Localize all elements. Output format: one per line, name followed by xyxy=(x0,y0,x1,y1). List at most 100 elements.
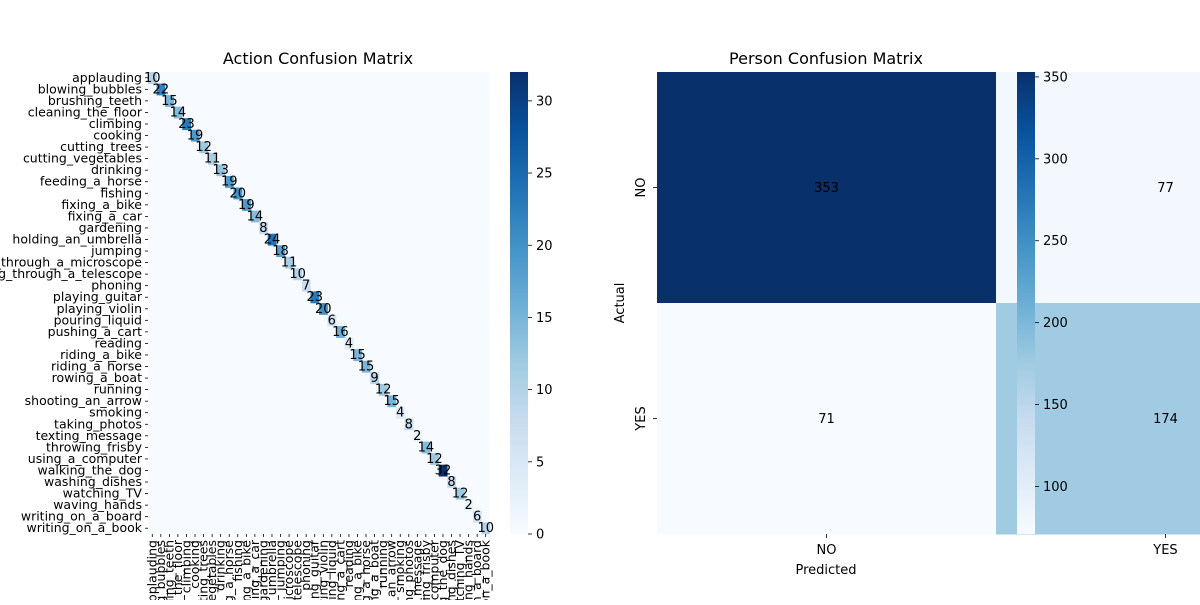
person-colorbar xyxy=(1017,72,1035,534)
action-diagonal-cell xyxy=(370,372,380,385)
action-diagonal-value: 15 xyxy=(358,360,375,375)
action-row-label: rowing_a_boat xyxy=(52,370,142,385)
action-diagonal-value: 15 xyxy=(161,94,178,109)
action-diagonal-value: 10 xyxy=(289,267,306,282)
action-diagonal-cell xyxy=(387,395,397,408)
action-row-label: shooting_an_arrow xyxy=(25,393,142,408)
action-row-label: running xyxy=(94,382,142,397)
action-diagonal-value: 13 xyxy=(212,163,229,178)
action-row-label: throwing_frisby xyxy=(46,439,143,454)
action-row-label: feeding_a_horse xyxy=(40,174,142,189)
person-x-tick-label: NO xyxy=(817,543,837,558)
action-col-label: applauding xyxy=(144,540,159,600)
action-col-label: gardening xyxy=(255,540,270,600)
action-diagonal-cell xyxy=(276,245,286,258)
action-diagonal-cell xyxy=(464,499,474,512)
action-diagonal-cell xyxy=(361,360,371,373)
action-col-label: playing_guitar xyxy=(307,539,322,600)
action-diagonal-value: 15 xyxy=(383,394,400,409)
action-diagonal-cell xyxy=(233,187,243,200)
action-diagonal-value: 18 xyxy=(272,244,289,259)
action-col-label: looking_through_a_telescope xyxy=(290,540,305,600)
action-col-label: smoking xyxy=(392,540,407,593)
action-col-label: texting_message xyxy=(409,540,424,600)
action-col-label: holding_an_umbrella xyxy=(264,540,279,600)
action-matrix-row-labels: applaudingblowing_bubblesbrushing_teethc… xyxy=(0,70,148,535)
action-row-label: using_a_computer xyxy=(28,451,143,466)
action-col-label: feeding_a_horse xyxy=(221,540,236,600)
action-diagonal-value: 12 xyxy=(452,487,469,502)
action-diagonal-cell xyxy=(224,175,234,188)
action-row-label: looking_through_a_microscope xyxy=(0,255,142,270)
action-col-label: blowing_bubbles xyxy=(153,540,168,600)
action-row-label: washing_dishes xyxy=(44,474,142,489)
action-diagonal-cell xyxy=(378,383,388,396)
action-diagonal-value: 2 xyxy=(464,498,472,513)
person-y-tick-label: NO xyxy=(634,178,649,198)
action-diagonal-cell xyxy=(207,152,217,165)
action-col-label: fixing_a_bike xyxy=(238,540,253,600)
action-diagonal-value: 23 xyxy=(306,290,323,305)
action-diagonal-cell xyxy=(455,487,465,500)
action-colorbar-ticks: 0 5 10 15 20 25 30 xyxy=(528,94,553,543)
action-diagonal-value: 14 xyxy=(247,209,264,224)
action-col-label: riding_a_bike xyxy=(349,540,364,600)
action-diagonal-cell xyxy=(242,199,251,211)
action-diagonal-value: 4 xyxy=(345,336,353,351)
action-row-label: taking_photos xyxy=(54,416,142,431)
action-diagonal-cell xyxy=(344,337,354,350)
action-diagonal-value: 32 xyxy=(435,463,452,478)
action-diagonal-cell xyxy=(447,476,457,489)
action-diagonal-cell xyxy=(216,164,226,177)
action-col-label: fishing xyxy=(230,540,245,582)
action-row-label: blowing_bubbles xyxy=(38,81,142,96)
action-diagonal-value: 10 xyxy=(477,521,494,536)
action-col-label: fixing_a_car xyxy=(247,539,262,600)
action-diagonal-value: 19 xyxy=(238,198,255,213)
action-col-label: climbing xyxy=(178,540,193,593)
action-diagonal-value: 12 xyxy=(375,383,392,398)
action-diagonal-value: 9 xyxy=(370,371,378,386)
action-col-label: watching_TV xyxy=(452,540,467,600)
person-y-tick-label: YES xyxy=(634,406,649,431)
action-diagonal-cell xyxy=(481,522,491,535)
action-row-label: fixing_a_car xyxy=(68,208,143,223)
action-diagonal-cell xyxy=(438,464,448,477)
action-diagonal-cell xyxy=(284,256,294,269)
person-colorbar-tick-label: 300 xyxy=(1043,152,1068,167)
person-colorbar-tick-label: 200 xyxy=(1043,316,1068,331)
action-row-label: pushing_a_cart xyxy=(48,324,142,339)
action-diagonal-value: 15 xyxy=(349,348,366,363)
action-diagonal-value: 19 xyxy=(221,175,238,190)
action-row-label: fishing xyxy=(100,185,142,200)
action-matrix-title: Action Confusion Matrix xyxy=(223,49,413,68)
action-col-label: throwing_frisby xyxy=(418,539,433,600)
action-row-label: writing_on_a_book xyxy=(26,520,142,535)
action-colorbar-tick-label: 0 xyxy=(536,528,544,543)
action-col-label: jumping xyxy=(273,540,288,592)
action-diagonal-value: 11 xyxy=(281,256,298,271)
action-diagonal-value: 11 xyxy=(204,152,221,167)
action-row-label: looking_through_a_telescope xyxy=(0,266,142,281)
action-diagonal-value: 22 xyxy=(153,82,170,97)
action-matrix-cells: 1022151423191211131920191482418111072320… xyxy=(144,71,494,536)
action-row-label: riding_a_bike xyxy=(60,347,142,362)
action-diagonal-cell xyxy=(472,510,482,523)
action-diagonal-value: 19 xyxy=(187,129,204,144)
action-diagonal-cell xyxy=(395,406,405,419)
action-diagonal-value: 2 xyxy=(413,429,421,444)
action-col-label: cleaning_the_floor xyxy=(170,539,185,600)
action-col-label: phoning xyxy=(298,540,313,591)
person-matrix-title: Person Confusion Matrix xyxy=(729,49,923,68)
action-diagonal-value: 24 xyxy=(264,232,281,247)
action-col-label: waving_hands xyxy=(461,540,476,600)
action-diagonal-cell xyxy=(421,441,431,454)
action-row-label: playing_guitar xyxy=(53,289,143,304)
action-diagonal-cell xyxy=(336,326,345,338)
action-diagonal-value: 4 xyxy=(396,406,404,421)
action-diagonal-value: 10 xyxy=(144,71,161,86)
action-row-label: smoking xyxy=(89,405,142,420)
action-col-label: walking_the_dog xyxy=(435,540,450,600)
action-row-label: fixing_a_bike xyxy=(61,197,142,212)
